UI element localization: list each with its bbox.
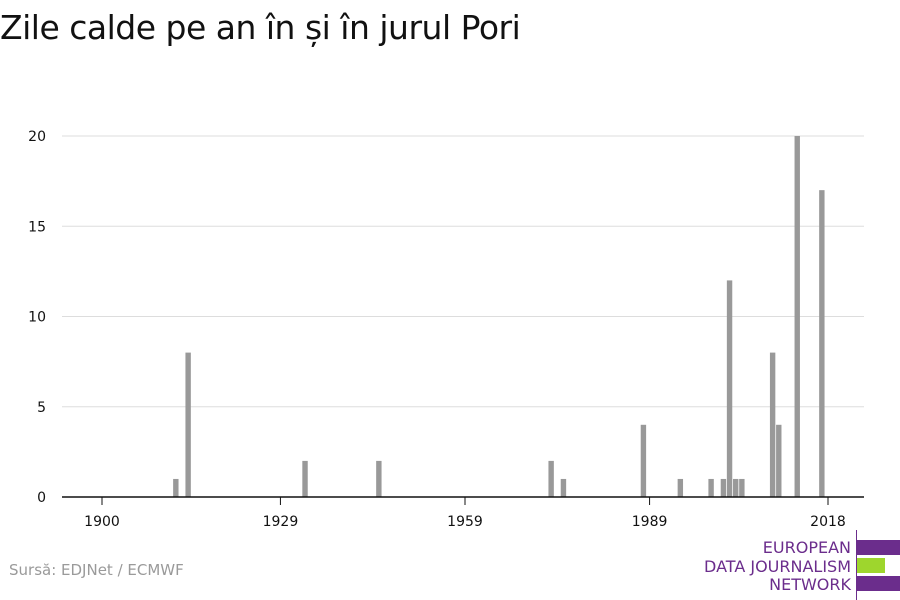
x-tick-labels: 1900 1929 1959 1989 2018 [84,497,846,530]
grid-lines [62,135,864,408]
bars [173,136,825,497]
logo-bar-purple-top [857,540,900,555]
bar-2002 [726,280,733,497]
logo-bar-green [857,558,885,573]
x-tick-label: 1989 [632,514,668,530]
x-tick-label: 2018 [810,514,846,530]
bar-2010 [776,424,782,497]
bar-1988 [640,424,647,497]
chart-title: Zile calde pe an în și în jurul Pori [0,8,521,47]
bar-2013 [794,136,800,497]
y-tick-label: 10 [28,310,46,326]
bar-1994 [677,478,684,497]
bar-1933 [302,460,308,497]
bar-1914 [185,352,191,497]
logo-line-network: NETWORK [769,575,851,594]
logo-line-european: EUROPEAN [762,538,851,557]
x-tick-label: 1959 [447,514,483,530]
edjnet-logo: EUROPEAN DATA JOURNALISM NETWORK [700,530,900,600]
source-note: Sursă: EDJNet / ECMWF [9,561,184,579]
y-tick-label: 0 [37,490,46,506]
y-tick-label: 15 [28,219,46,235]
y-tick-label: 5 [37,400,46,416]
bar-2017 [819,190,825,497]
y-tick-labels: 0 5 10 15 20 [28,129,46,506]
logo-line-data-journalism: DATA JOURNALISM [704,557,851,576]
logo-bar-purple-bottom [857,576,900,591]
bar-1912 [173,478,179,497]
bar-1973 [548,460,554,497]
bar-2003 [733,478,739,497]
y-tick-label: 20 [28,129,46,145]
bar-1945 [376,460,382,497]
bar-1975 [560,478,567,497]
x-tick-label: 1900 [84,514,120,530]
x-tick-label: 1929 [263,514,299,530]
logo-divider [856,530,857,600]
bar-1999 [708,478,714,497]
bar-2004 [739,478,745,497]
bar-2009 [769,352,776,497]
bar-2001 [720,478,727,497]
